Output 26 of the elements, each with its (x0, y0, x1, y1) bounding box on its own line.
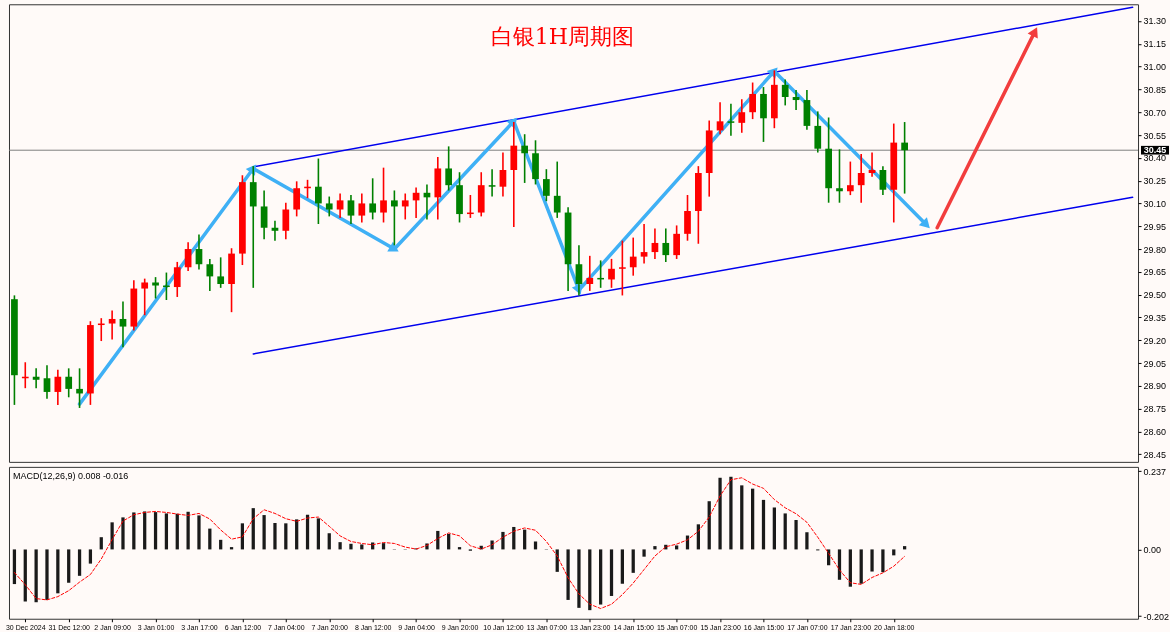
y-tick-label: 29.65 (1143, 267, 1167, 278)
ref-line-label: 30.45 (1143, 145, 1167, 156)
y-tick-label: 29.05 (1143, 358, 1167, 369)
y-tick-label: 30.40 (1143, 153, 1167, 164)
y-tick-label: 30.10 (1143, 198, 1167, 209)
y-tick-label: -0.202 (1143, 611, 1170, 622)
y-tick-label: 29.20 (1143, 335, 1167, 346)
y-tick-label: 31.00 (1143, 62, 1167, 73)
chart-title: MACD(12,26,9) 0.008 -0.016 (12, 470, 129, 481)
y-tick-label: 30.55 (1143, 130, 1167, 141)
y-tick-label: 29.80 (1143, 244, 1167, 255)
y-tick-label: 28.60 (1143, 426, 1167, 437)
y-tick-label: 29.95 (1143, 221, 1167, 232)
text: 白银1H周期图 (490, 24, 634, 50)
y-tick-label: 29.35 (1143, 312, 1167, 323)
y-tick-label: 31.30 (1143, 16, 1167, 27)
y-tick-label: 28.75 (1143, 404, 1167, 415)
y-tick-label: 0.237 (1143, 466, 1167, 477)
y-tick-label: 0.00 (1143, 544, 1162, 555)
y-tick-label: 30.85 (1143, 84, 1167, 95)
y-tick-label: 31.15 (1143, 39, 1167, 50)
y-tick-label: 30.70 (1143, 107, 1167, 118)
y-tick-label: 29.50 (1143, 290, 1167, 301)
y-tick-label: 30.25 (1143, 176, 1167, 187)
y-tick-label: 28.45 (1143, 449, 1167, 460)
y-tick-label: 28.90 (1143, 381, 1167, 392)
